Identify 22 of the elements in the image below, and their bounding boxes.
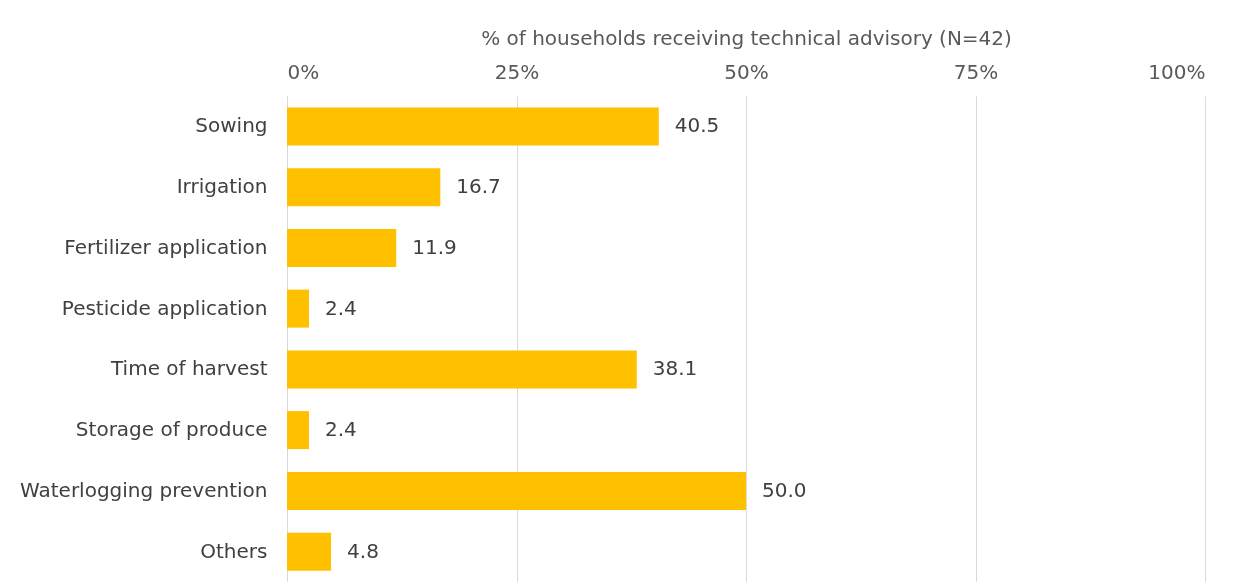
y-tick-label: Fertilizer application: [64, 234, 268, 259]
x-tick-label: 50%: [724, 59, 769, 84]
x-tick-label: 0%: [287, 59, 320, 84]
data-label: 50.0: [762, 477, 807, 502]
data-label: 2.4: [325, 295, 357, 320]
data-label: 2.4: [325, 417, 357, 442]
data-label: 38.1: [652, 356, 698, 381]
y-tick-label: Time of harvest: [110, 356, 268, 381]
y-tick-label: Irrigation: [176, 174, 268, 199]
data-label: 4.8: [347, 538, 379, 563]
y-tick-label: Pesticide application: [61, 295, 268, 320]
y-tick-label: Waterlogging prevention: [20, 477, 268, 502]
data-label: 16.7: [456, 174, 501, 199]
data-label: 11.9: [412, 234, 457, 259]
y-tick-label: Storage of produce: [75, 417, 268, 442]
x-tick-label: 25%: [494, 59, 540, 84]
data-label: 40.5: [674, 113, 720, 138]
x-tick-label: 100%: [1148, 59, 1206, 84]
y-tick-label: Others: [200, 538, 268, 563]
y-tick-label: Sowing: [195, 113, 268, 138]
x-axis-title: % of households receiving technical advisory (N=42): [481, 25, 1012, 50]
x-tick-label: 75%: [953, 59, 999, 84]
